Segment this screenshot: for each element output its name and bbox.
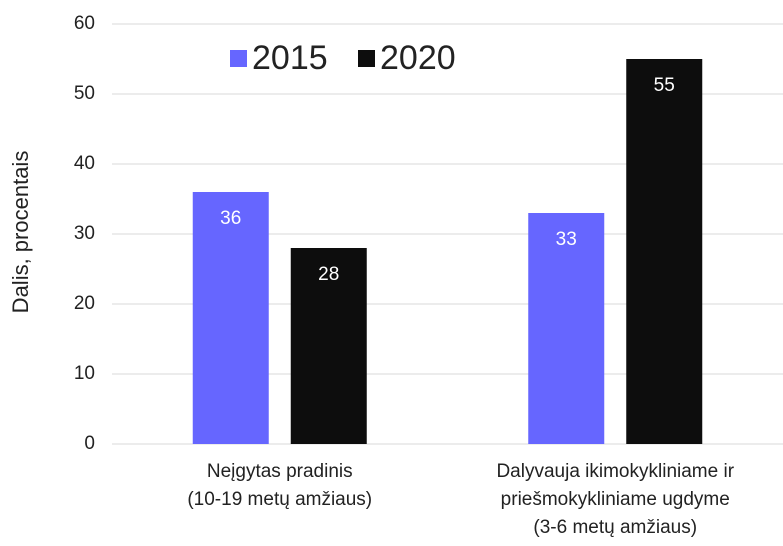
data-label: 33 (556, 229, 577, 250)
y-tick-label: 50 (74, 83, 95, 104)
y-tick-label: 20 (74, 293, 95, 314)
bar (192, 192, 269, 444)
legend-label: 2020 (380, 39, 456, 77)
y-tick-label: 30 (74, 223, 95, 244)
legend-swatch (230, 50, 247, 67)
bar (528, 213, 605, 444)
x-tick-label: Dalyvauja ikimokykliniame ir priešmokykli… (496, 461, 734, 538)
y-axis-label: Dalis, procentais (8, 151, 33, 314)
bar (290, 248, 367, 444)
bar (626, 59, 703, 444)
data-label: 55 (654, 75, 675, 96)
legend-swatch (358, 50, 375, 67)
y-tick-label: 10 (74, 363, 95, 384)
data-label: 36 (220, 208, 241, 229)
y-tick-label: 0 (84, 433, 95, 454)
x-tick-label: Neįgytas pradinis (10-19 metų amžiaus) (187, 461, 372, 510)
y-tick-label: 60 (74, 13, 95, 34)
data-label: 28 (318, 264, 339, 285)
y-tick-label: 40 (74, 153, 95, 174)
legend-label: 2015 (252, 39, 328, 77)
